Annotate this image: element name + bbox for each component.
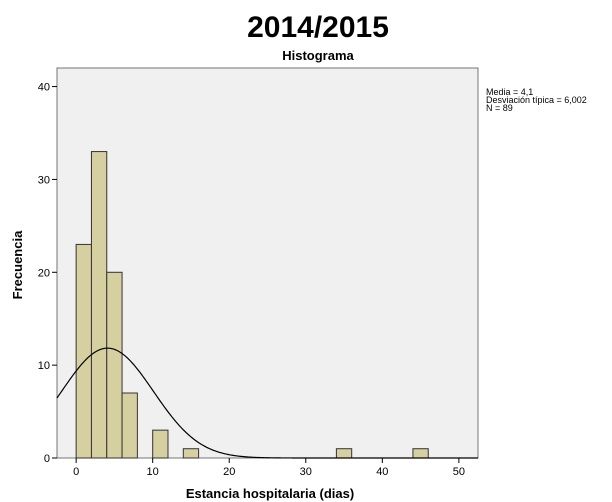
axes-group: 0 10 20 30 40 50 0 10 20 30 40 (38, 82, 465, 478)
x-tick-label-2: 20 (223, 466, 235, 478)
y-axis-label: Frecuencia (10, 230, 25, 299)
histogram-bar-0 (75, 243, 92, 459)
y-tick-label-0: 0 (44, 453, 50, 465)
y-tick-label-4: 40 (38, 82, 50, 94)
stats-line-2: N = 89 (486, 103, 513, 113)
histogram-bar-6 (335, 448, 353, 459)
histogram-bar-4 (152, 429, 169, 459)
histogram-bar-3 (121, 392, 138, 459)
histogram-bar-7 (412, 448, 429, 459)
stats-line-1: Desviación típica = 6,002 (486, 95, 587, 105)
histogram-bar-5 (182, 448, 200, 459)
y-tick-label-3: 30 (38, 174, 50, 186)
x-tick-label-1: 10 (147, 466, 159, 478)
x-tick-label-3: 30 (300, 466, 312, 478)
y-tick-label-1: 10 (38, 360, 50, 372)
x-tick-label-5: 50 (453, 466, 465, 478)
x-tick-label-0: 0 (73, 466, 79, 478)
bars-group (75, 151, 429, 459)
chart-subtitle: Histograma (282, 48, 354, 63)
normal-curve (56, 347, 478, 459)
x-tick-label-4: 40 (376, 466, 388, 478)
histogram-bar-2 (106, 271, 123, 459)
chart-title: 2014/2015 (247, 11, 389, 44)
y-tick-label-2: 20 (38, 267, 50, 279)
histogram-bar-1 (90, 151, 108, 459)
x-axis-label: Estancia hospitalaria (dias) (186, 486, 354, 501)
stats-line-0: Media = 4,1 (486, 87, 533, 97)
